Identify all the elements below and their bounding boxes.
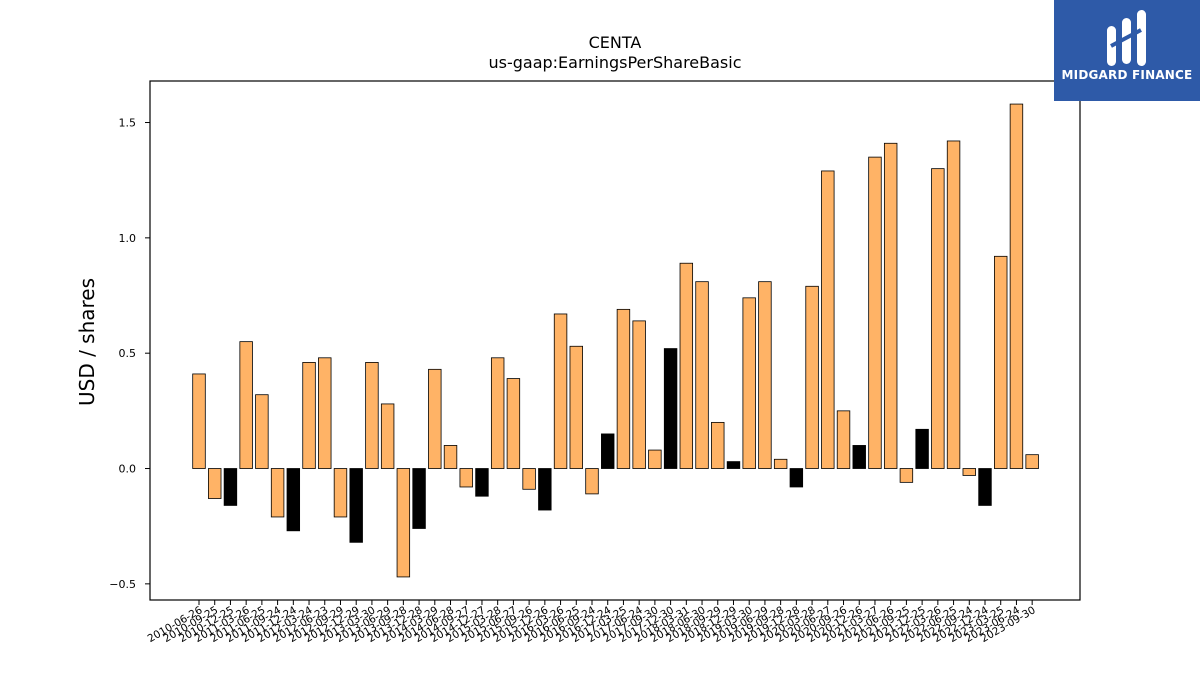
brand-name: MIDGARD FINANCE [1061, 68, 1193, 82]
bar [821, 170, 835, 469]
y-axis-label: USD / shares [75, 278, 99, 406]
bar [553, 313, 568, 469]
bar [789, 468, 804, 488]
bar [585, 468, 599, 495]
bar [255, 394, 269, 469]
bar [758, 281, 772, 469]
bar [726, 461, 741, 469]
bar [569, 345, 583, 469]
bar [899, 468, 914, 483]
bar [192, 373, 206, 469]
bar [601, 433, 615, 469]
bar [962, 468, 976, 476]
bar [475, 468, 489, 497]
bar [695, 281, 709, 469]
chart-title: CENTA [589, 33, 642, 52]
bar [1009, 103, 1024, 469]
bar [333, 468, 348, 518]
plot-frame [149, 80, 1081, 601]
bar [208, 468, 222, 499]
bar [396, 468, 411, 578]
bar [428, 368, 442, 469]
bar [883, 142, 898, 469]
bar [946, 140, 961, 469]
chart-subtitle: us-gaap:EarningsPerShareBasic [488, 53, 741, 72]
bar [318, 357, 332, 469]
bar [443, 445, 458, 469]
bar [270, 468, 285, 518]
bar [648, 449, 662, 469]
bar [852, 445, 866, 469]
y-axis-ticks: −0.5 0.0 0.5 1.0 1.5 [109, 117, 150, 591]
bar [663, 348, 678, 469]
bar [1025, 454, 1039, 469]
bar [931, 168, 945, 469]
bar [836, 410, 851, 469]
y-tick-label: −0.5 [109, 578, 136, 591]
bar [239, 341, 253, 469]
bar [522, 468, 536, 490]
bar [490, 357, 505, 469]
bar [459, 468, 473, 488]
bar [742, 297, 756, 469]
bar [286, 468, 301, 532]
bar [773, 458, 788, 469]
bar [805, 285, 819, 469]
bar [632, 320, 646, 469]
bar [994, 255, 1008, 469]
bar [868, 156, 882, 469]
logo-mark-icon [1107, 10, 1146, 66]
bar [506, 378, 521, 469]
x-axis-ticks: 2010-06-262010-09-252010-12-252011-03-26… [146, 600, 1038, 645]
bar [616, 308, 631, 469]
y-tick-label: 1.0 [119, 232, 137, 245]
bar [380, 403, 395, 469]
brand-logo: MIDGARD FINANCE [1054, 0, 1200, 101]
bar [978, 468, 992, 506]
bar [915, 428, 929, 469]
y-tick-label: 0.0 [119, 463, 137, 476]
bar [538, 468, 552, 511]
bar [412, 468, 426, 529]
bar [302, 362, 316, 469]
bars-group [192, 103, 1039, 578]
y-tick-label: 1.5 [119, 117, 137, 130]
bar [711, 421, 725, 469]
bar [349, 468, 363, 543]
bar [365, 362, 379, 469]
bar [679, 262, 694, 469]
bar [223, 468, 238, 506]
y-tick-label: 0.5 [119, 347, 137, 360]
